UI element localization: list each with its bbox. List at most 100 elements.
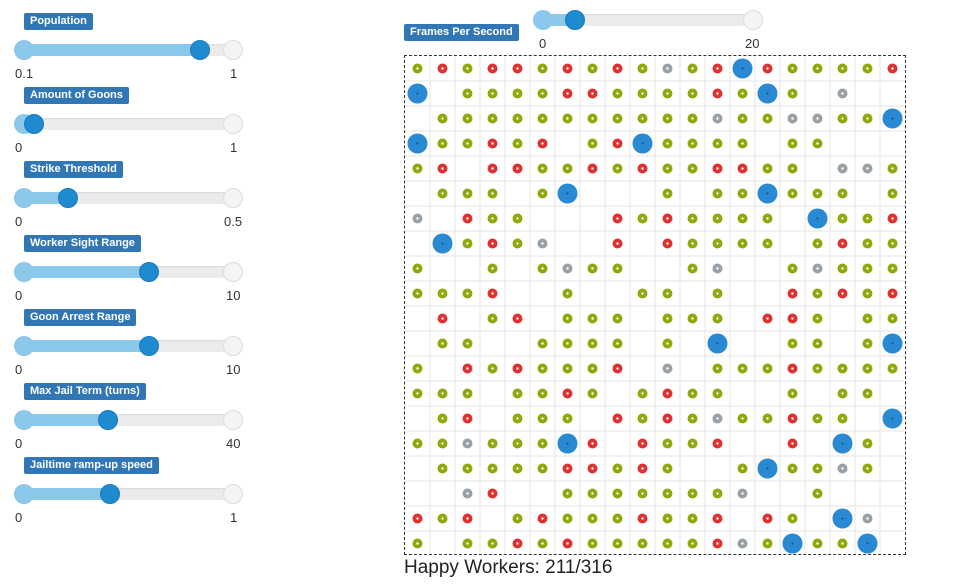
striking-worker-center (516, 542, 519, 545)
max-jail-term-turns-max-label: 40 (226, 436, 241, 451)
jailed-worker-center (541, 242, 544, 245)
happy-worker-center (591, 542, 594, 545)
happy-worker-center (466, 467, 469, 470)
max-jail-term-turns-slider-track[interactable] (14, 414, 243, 426)
happy-worker-center (766, 167, 769, 170)
happy-worker-center (516, 517, 519, 520)
population-min-label: 0.1 (15, 66, 34, 81)
max-jail-term-turns-slider-handle[interactable] (97, 410, 118, 430)
jailtime-ramp-up-speed-slider-track[interactable] (14, 488, 243, 500)
happy-worker-center (691, 67, 694, 70)
happy-worker-center (741, 417, 744, 420)
happy-worker-center (791, 467, 794, 470)
happy-worker-center (791, 267, 794, 270)
jailed-worker-center (566, 267, 569, 270)
happy-worker-center (666, 292, 669, 295)
happy-worker-center (516, 117, 519, 120)
happy-worker-center (841, 192, 844, 195)
striking-worker-center (416, 517, 419, 520)
happy-worker-center (716, 217, 719, 220)
happy-worker-center (441, 467, 444, 470)
happy-worker-center (691, 217, 694, 220)
happy-worker-center (616, 117, 619, 120)
happy-worker-center (691, 242, 694, 245)
worker-sight-range-slider-handle[interactable] (139, 262, 160, 282)
jailed-worker-center (866, 167, 869, 170)
max-jail-term-turns-slider-start (14, 410, 34, 430)
happy-worker-center (691, 317, 694, 320)
happy-worker-center (891, 367, 894, 370)
striking-worker-center (791, 367, 794, 370)
happy-worker-center (741, 467, 744, 470)
striking-worker-center (641, 167, 644, 170)
population-slider-track[interactable] (14, 44, 243, 56)
goon-arrest-range-slider-end (223, 336, 243, 356)
max-jail-term-turns-min-label: 0 (15, 436, 23, 451)
striking-worker-center (491, 292, 494, 295)
population-slider-handle[interactable] (189, 40, 210, 60)
happy-worker-center (566, 167, 569, 170)
happy-worker-center (866, 267, 869, 270)
happy-worker-center (541, 267, 544, 270)
happy-worker-center (791, 192, 794, 195)
goon-arrest-range-slider-handle[interactable] (139, 336, 160, 356)
striking-worker-center (591, 92, 594, 95)
happy-worker-center (741, 192, 744, 195)
strike-threshold-slider-handle[interactable] (57, 188, 78, 208)
striking-worker-center (466, 417, 469, 420)
happy-worker-center (641, 542, 644, 545)
happy-worker-center (541, 92, 544, 95)
jailed-worker-center (841, 167, 844, 170)
population-max-label: 1 (230, 66, 238, 81)
happy-worker-center (841, 542, 844, 545)
happy-worker-center (866, 392, 869, 395)
happy-worker-center (891, 192, 894, 195)
striking-worker-center (566, 92, 569, 95)
goon-agent-center (716, 342, 719, 345)
fps-min-label: 0 (539, 36, 547, 51)
happy-worker-center (841, 392, 844, 395)
strike-threshold-slider-track[interactable] (14, 192, 243, 204)
striking-worker-center (616, 217, 619, 220)
jailtime-ramp-up-speed-label: Jailtime ramp-up speed (24, 457, 159, 474)
striking-worker-center (741, 167, 744, 170)
striking-worker-center (466, 517, 469, 520)
happy-worker-center (816, 292, 819, 295)
strike-threshold-slider-start (14, 188, 34, 208)
happy-worker-center (766, 242, 769, 245)
happy-worker-center (741, 217, 744, 220)
amount-of-goons-slider-handle[interactable] (24, 114, 45, 134)
striking-worker-center (766, 67, 769, 70)
strike-threshold-slider-end (223, 188, 243, 208)
fps-slider-handle[interactable] (564, 10, 585, 30)
max-jail-term-turns-slider-end (223, 410, 243, 430)
jailed-worker-center (816, 267, 819, 270)
happy-worker-center (491, 317, 494, 320)
striking-worker-center (716, 442, 719, 445)
happy-worker-center (616, 542, 619, 545)
happy-worker-center (441, 292, 444, 295)
happy-worker-center (591, 267, 594, 270)
worker-sight-range-slider-track[interactable] (14, 266, 243, 278)
happy-worker-center (516, 442, 519, 445)
happy-worker-center (666, 517, 669, 520)
striking-worker-center (891, 217, 894, 220)
population-slider-fill (14, 44, 200, 56)
happy-worker-center (791, 517, 794, 520)
striking-worker-center (891, 67, 894, 70)
jailtime-ramp-up-speed-slider-handle[interactable] (99, 484, 120, 504)
happy-worker-center (816, 417, 819, 420)
goon-arrest-range-slider-track[interactable] (14, 340, 243, 352)
striking-worker-center (641, 517, 644, 520)
happy-worker-center (616, 267, 619, 270)
jailtime-ramp-up-speed-min-label: 0 (15, 510, 23, 525)
amount-of-goons-slider-track[interactable] (14, 118, 243, 130)
striking-worker-center (791, 442, 794, 445)
happy-worker-center (741, 367, 744, 370)
happy-worker-center (691, 117, 694, 120)
goon-agent-center (791, 542, 794, 545)
happy-worker-center (891, 267, 894, 270)
goon-arrest-range-max-label: 10 (226, 362, 241, 377)
happy-worker-center (541, 192, 544, 195)
striking-worker-center (591, 467, 594, 470)
